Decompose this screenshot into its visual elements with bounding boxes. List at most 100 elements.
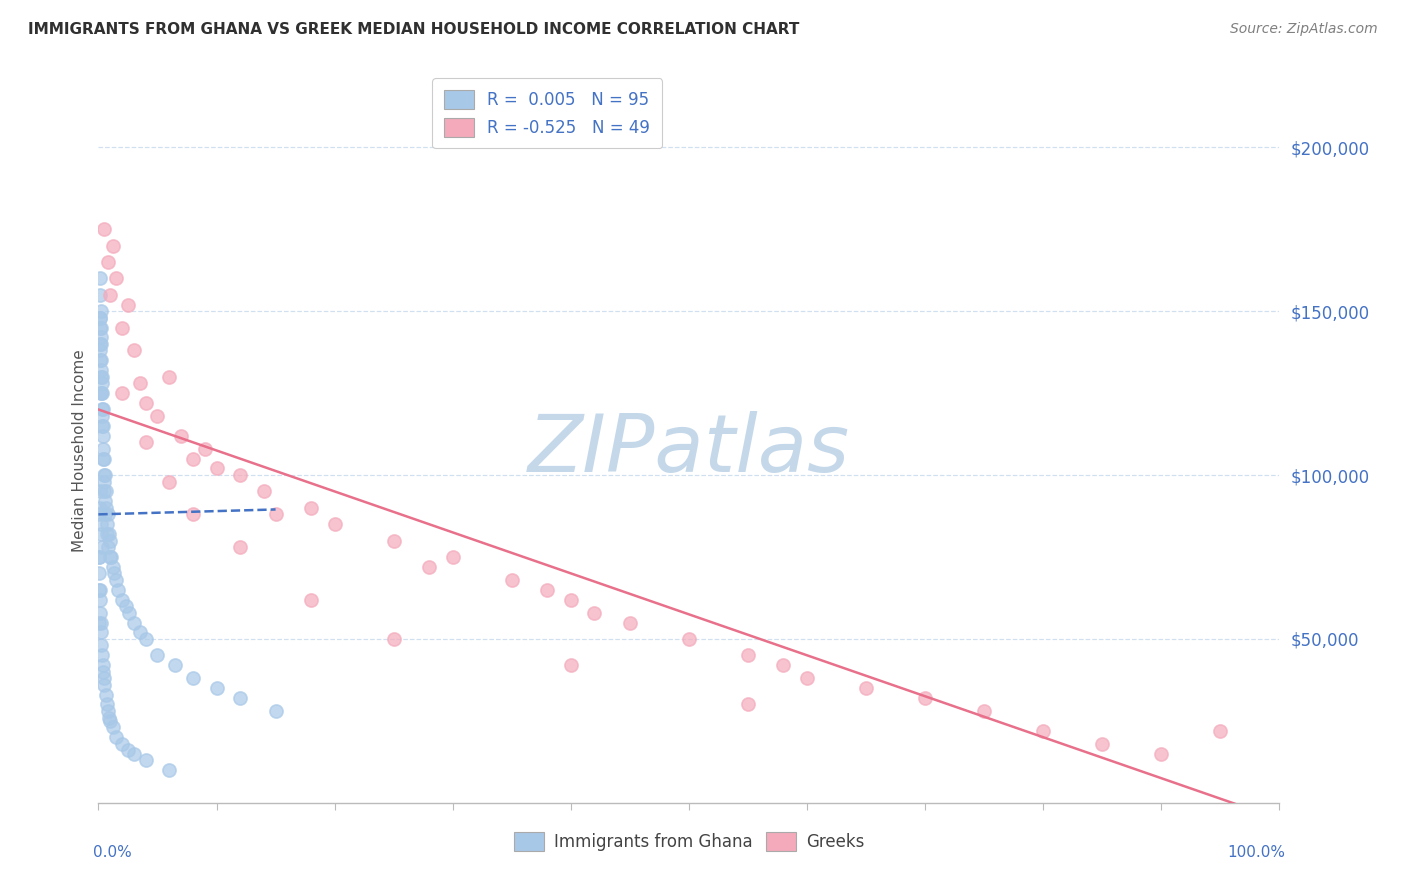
Point <box>229 468 252 483</box>
Point <box>107 582 129 597</box>
Point <box>90 353 112 368</box>
Point <box>678 632 700 646</box>
Point <box>299 592 322 607</box>
Point <box>91 369 114 384</box>
Point <box>264 508 287 522</box>
Point <box>93 468 115 483</box>
Point <box>101 238 124 252</box>
Legend: Immigrants from Ghana, Greeks: Immigrants from Ghana, Greeks <box>508 825 870 858</box>
Point <box>96 517 118 532</box>
Point <box>89 337 111 351</box>
Point <box>98 527 121 541</box>
Point <box>89 484 111 499</box>
Point <box>98 710 121 724</box>
Point <box>89 615 111 630</box>
Point <box>89 287 111 301</box>
Point <box>94 508 117 522</box>
Point <box>181 451 204 466</box>
Point <box>93 671 115 685</box>
Point <box>1150 747 1173 761</box>
Point <box>91 428 114 442</box>
Point <box>114 599 136 614</box>
Point <box>105 271 128 285</box>
Point <box>101 559 124 574</box>
Point <box>90 527 112 541</box>
Point <box>772 658 794 673</box>
Point <box>89 310 111 325</box>
Point <box>111 592 134 607</box>
Point <box>97 508 120 522</box>
Point <box>418 559 440 574</box>
Point <box>122 615 145 630</box>
Point <box>90 402 112 417</box>
Point <box>382 632 405 646</box>
Point <box>90 363 112 377</box>
Point <box>205 461 228 475</box>
Point <box>170 428 193 442</box>
Point <box>737 698 759 712</box>
Point <box>111 386 134 401</box>
Point <box>89 310 111 325</box>
Point <box>96 698 118 712</box>
Point <box>441 549 464 564</box>
Point <box>93 451 115 466</box>
Point <box>91 386 114 401</box>
Point <box>157 369 180 384</box>
Point <box>90 337 112 351</box>
Text: ZIPatlas: ZIPatlas <box>527 411 851 490</box>
Text: 100.0%: 100.0% <box>1227 845 1285 860</box>
Point <box>157 475 180 489</box>
Point <box>146 648 169 663</box>
Point <box>122 343 145 358</box>
Point <box>90 376 112 391</box>
Text: 0.0%: 0.0% <box>93 845 131 860</box>
Point <box>117 297 139 311</box>
Point <box>90 386 112 401</box>
Point <box>91 442 114 456</box>
Point <box>90 418 112 433</box>
Point <box>96 527 118 541</box>
Point <box>89 606 111 620</box>
Point <box>264 704 287 718</box>
Text: IMMIGRANTS FROM GHANA VS GREEK MEDIAN HOUSEHOLD INCOME CORRELATION CHART: IMMIGRANTS FROM GHANA VS GREEK MEDIAN HO… <box>28 22 800 37</box>
Point <box>1209 723 1232 738</box>
Point <box>89 353 111 368</box>
Point <box>118 606 141 620</box>
Point <box>737 648 759 663</box>
Point <box>560 592 582 607</box>
Point <box>93 451 115 466</box>
Point <box>93 222 115 236</box>
Point <box>382 533 405 548</box>
Point <box>89 549 111 564</box>
Point <box>323 517 346 532</box>
Point <box>89 582 111 597</box>
Point <box>128 376 150 391</box>
Point <box>97 540 120 554</box>
Point <box>135 753 157 767</box>
Point <box>536 582 558 597</box>
Text: Source: ZipAtlas.com: Source: ZipAtlas.com <box>1230 22 1378 37</box>
Point <box>1032 723 1054 738</box>
Point <box>181 508 204 522</box>
Point <box>914 690 936 705</box>
Point <box>94 484 117 499</box>
Point <box>97 704 120 718</box>
Point <box>855 681 877 695</box>
Point <box>117 743 139 757</box>
Point <box>87 508 110 522</box>
Point <box>105 731 128 745</box>
Point <box>91 540 114 554</box>
Point <box>93 475 115 489</box>
Point <box>100 549 122 564</box>
Point <box>501 573 523 587</box>
Point <box>90 615 112 630</box>
Point <box>205 681 228 695</box>
Point <box>165 658 187 673</box>
Point <box>98 714 121 728</box>
Point <box>90 369 112 384</box>
Point <box>105 573 128 587</box>
Point <box>90 304 112 318</box>
Point <box>181 671 204 685</box>
Point <box>89 582 111 597</box>
Point <box>91 402 114 417</box>
